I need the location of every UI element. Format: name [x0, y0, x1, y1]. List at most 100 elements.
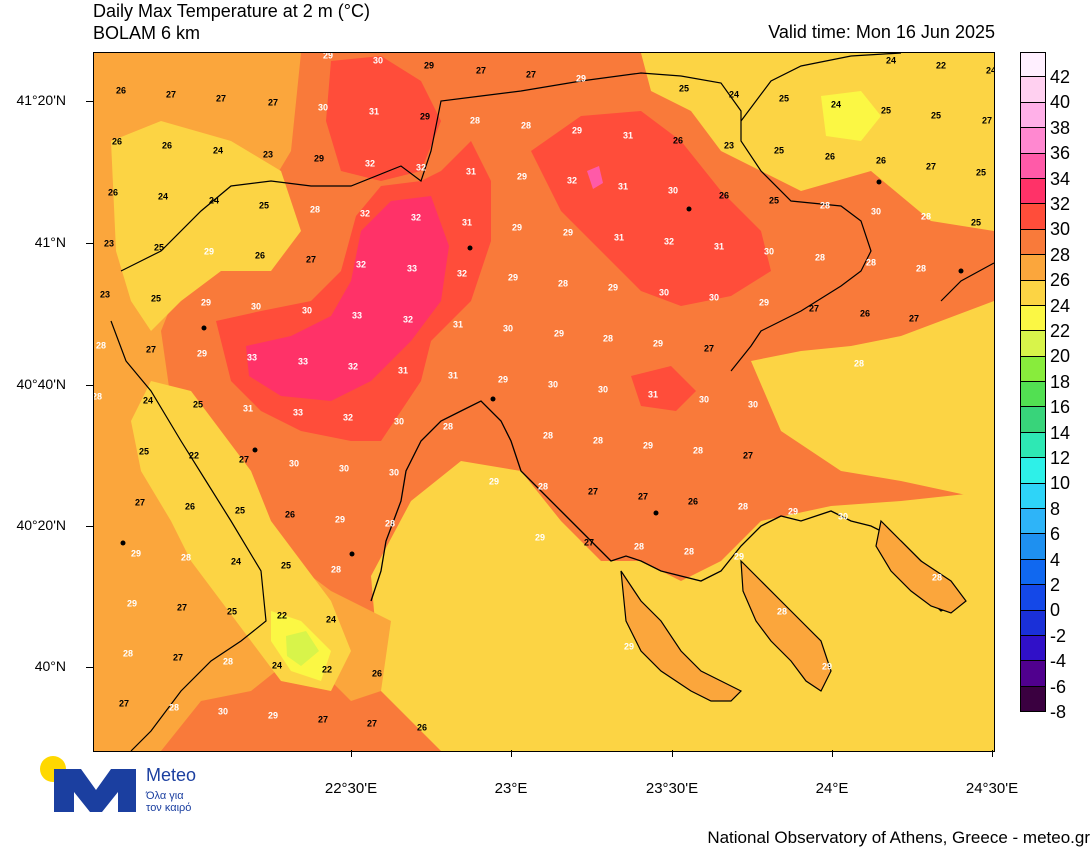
temperature-label: 26: [825, 151, 835, 161]
temperature-label: 29: [489, 476, 499, 486]
temperature-label: 29: [204, 246, 214, 256]
temperature-label: 29: [314, 153, 324, 163]
temperature-label: 30: [838, 511, 848, 521]
colorbar-swatch: [1020, 686, 1046, 713]
temperature-label: 28: [916, 263, 926, 273]
meteo-logo[interactable]: [36, 752, 226, 822]
temperature-label: 30: [659, 287, 669, 297]
temperature-label: 27: [318, 714, 328, 724]
temperature-label: 25: [931, 110, 941, 120]
temperature-label: 31: [618, 181, 628, 191]
temperature-label: 25: [193, 399, 203, 409]
temperature-label: 23: [100, 289, 110, 299]
field-20-22: [286, 631, 319, 666]
field-24-26-nw: [111, 121, 301, 331]
temperature-label: 22: [936, 60, 946, 70]
temperature-label: 28: [543, 430, 553, 440]
temperature-map[interactable]: 29 30 29 27 27 29 25 24 25 24 25 25 24 22 24 26 27 27 27 30…: [93, 52, 995, 752]
temperature-label: 32: [567, 175, 577, 185]
temperature-label: 26: [417, 722, 427, 732]
temperature-label: 33: [247, 352, 257, 362]
temperature-label: 33: [298, 356, 308, 366]
temperature-label: 28: [693, 445, 703, 455]
colorbar-swatch: [1020, 458, 1046, 484]
field-30-32-south: [631, 366, 696, 411]
temperature-label: 31: [466, 166, 476, 176]
colorbar-swatch: [1020, 635, 1046, 662]
temperature-label: 29: [576, 73, 586, 83]
colorbar-swatch: [1020, 483, 1046, 510]
x-tickmark: [992, 750, 993, 757]
temperature-label: 27: [584, 537, 594, 547]
colorbar-swatch: [1020, 52, 1046, 78]
border-west: [110, 320, 267, 751]
temperature-label: 26: [876, 155, 886, 165]
temperature-label: 29: [608, 282, 618, 292]
x-tick-label: 24°E: [815, 780, 849, 797]
y-tick-label: 41°N: [34, 234, 66, 250]
colorbar: [1020, 52, 1046, 713]
temperature-label: 23: [263, 149, 273, 159]
temperature-label: 30: [668, 185, 678, 195]
temperature-label: 30: [289, 458, 299, 468]
temperature-label: 32: [416, 162, 426, 172]
temperature-label: 28: [331, 564, 341, 574]
colorbar-label: 28: [1050, 244, 1071, 265]
colorbar-swatch: [1020, 102, 1046, 129]
colorbar-label: 42: [1050, 67, 1071, 87]
temperature-label: 28: [866, 257, 876, 267]
temperature-label: 32: [403, 314, 413, 324]
x-tickmark: [351, 750, 352, 757]
colorbar-swatch: [1020, 356, 1046, 383]
temperature-label: 24: [326, 614, 336, 624]
temperature-label: 24: [231, 556, 241, 566]
temperature-label: 32: [365, 158, 375, 168]
temperature-label: 28: [815, 252, 825, 262]
temperature-label: 30: [764, 246, 774, 256]
temperature-label: 31: [714, 241, 724, 251]
temperature-label: 27: [526, 69, 536, 79]
field-26-28-sea: [371, 461, 994, 751]
temperature-label: 29: [788, 506, 798, 516]
y-tick-label: 40°N: [34, 658, 66, 674]
temperature-label: 23: [104, 238, 114, 248]
colorbar-swatch: [1020, 559, 1046, 586]
temperature-label: 32: [360, 208, 370, 218]
colorbar-swatch: [1020, 382, 1046, 408]
colorbar-label: 20: [1050, 346, 1071, 367]
x-tick-label: 23°30'E: [645, 780, 699, 797]
temperature-label: 25: [769, 195, 779, 205]
temperature-label: 30: [318, 102, 328, 112]
y-tickmark: [86, 101, 93, 102]
temperature-label: 27: [926, 161, 936, 171]
temperature-label: 29: [563, 227, 573, 237]
colorbar-label: -8: [1050, 702, 1067, 722]
temperature-label: 28: [684, 546, 694, 556]
temperature-label: 27: [173, 652, 183, 662]
temperature-label: 30: [339, 463, 349, 473]
temperature-label: 31: [398, 365, 408, 375]
temperature-label: 27: [146, 344, 156, 354]
temperature-label: 25: [139, 446, 149, 456]
temperature-label: 28: [603, 333, 613, 343]
colorbar-swatch: [1020, 128, 1046, 154]
brand-tagline-2: τον καιρό: [146, 802, 192, 814]
colorbar-label: 2: [1050, 575, 1061, 595]
colorbar-label: 6: [1050, 524, 1061, 545]
temperature-label: 24: [886, 55, 896, 65]
map-svg: 29 30 29 27 27 29 25 24 25 24 25 25 24 22 24 26 27 27 27 30…: [94, 53, 994, 751]
temperature-label: 28: [310, 204, 320, 214]
border-north: [120, 72, 872, 372]
temperature-label: 31: [462, 217, 472, 227]
temperature-label: 22: [189, 450, 199, 460]
temperature-label: 25: [227, 606, 237, 616]
colorbar-label: 22: [1050, 321, 1071, 341]
temperature-label: 28: [593, 435, 603, 445]
city-dot: [467, 245, 473, 251]
temperature-label: 28: [181, 552, 191, 562]
temperature-label: 27: [638, 491, 648, 501]
temperature-label: 33: [352, 310, 362, 320]
temperature-label: 24: [209, 195, 219, 205]
temperature-label: 26: [112, 136, 122, 146]
y-tickmark: [86, 667, 93, 668]
